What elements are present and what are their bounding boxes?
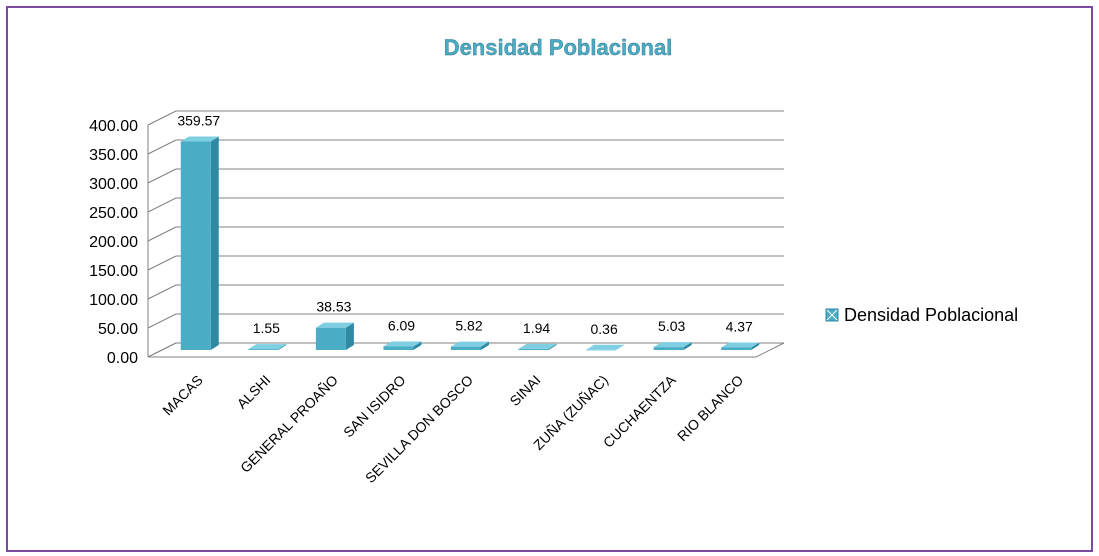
legend-swatch-mark	[826, 309, 838, 321]
bar-top	[180, 136, 219, 142]
y-tick-label: 350.00	[89, 147, 138, 164]
x-tick-label: ALSHI	[234, 372, 274, 412]
y-tick-label: 150.00	[89, 263, 138, 280]
gridline-side	[147, 226, 177, 242]
bar	[451, 346, 481, 350]
y-tick-label: 100.00	[89, 292, 138, 309]
data-label: 5.03	[658, 318, 685, 334]
y-tick-label: 0.00	[107, 350, 138, 367]
bar	[248, 349, 279, 350]
x-tick-label: SINAI	[506, 372, 543, 409]
gridline-side	[147, 197, 177, 213]
gridline-side	[147, 139, 177, 155]
bar-top	[586, 344, 625, 350]
legend-label: Densidad Poblacional	[844, 305, 1018, 325]
x-tick-label: MACAS	[159, 372, 206, 419]
data-label: 1.94	[523, 320, 550, 336]
gridline-side	[147, 284, 177, 300]
bar-side	[481, 341, 489, 350]
bar-top	[315, 322, 354, 328]
y-tick-label: 200.00	[89, 234, 138, 251]
x-tick-label: CUCHAENTZA	[600, 371, 679, 450]
x-tick-label: SAN ISIDRO	[340, 372, 409, 441]
gridline-side	[147, 255, 177, 271]
gridline-side	[147, 168, 177, 184]
bar-side	[278, 344, 287, 350]
bar	[721, 347, 752, 350]
y-tick-label: 250.00	[89, 205, 138, 222]
bar-top	[383, 341, 422, 347]
bar-side	[616, 344, 625, 350]
bar-side	[345, 322, 354, 350]
bar-side	[683, 342, 692, 350]
y-tick-label: 50.00	[98, 321, 138, 338]
gridline-side	[147, 110, 177, 126]
bar	[383, 346, 414, 350]
bar-top	[721, 342, 760, 348]
y-tick-label: 400.00	[89, 118, 138, 135]
bar	[518, 348, 549, 350]
bar-side	[751, 342, 760, 350]
bar-side	[413, 341, 422, 350]
data-label: 0.36	[590, 321, 617, 337]
y-tick-label: 300.00	[89, 176, 138, 193]
bar	[586, 349, 617, 351]
chart-title: Densidad Poblacional	[444, 35, 673, 60]
bar	[180, 141, 211, 350]
data-label: 38.53	[316, 299, 351, 315]
data-label: 4.37	[726, 318, 753, 334]
data-label: 6.09	[388, 317, 415, 333]
bar-top	[653, 342, 692, 348]
bar-top	[248, 344, 287, 350]
gridline-side	[147, 313, 177, 329]
bar-top	[451, 341, 489, 347]
data-label: 359.57	[177, 112, 220, 128]
bar	[315, 327, 346, 350]
bar-top	[518, 343, 557, 349]
data-label: 5.82	[455, 318, 482, 334]
bar	[653, 347, 684, 350]
x-tick-label: RIO BLANCO	[674, 372, 746, 444]
bar-side	[210, 136, 219, 350]
data-label: 1.55	[253, 320, 280, 336]
bar-side	[548, 343, 557, 350]
